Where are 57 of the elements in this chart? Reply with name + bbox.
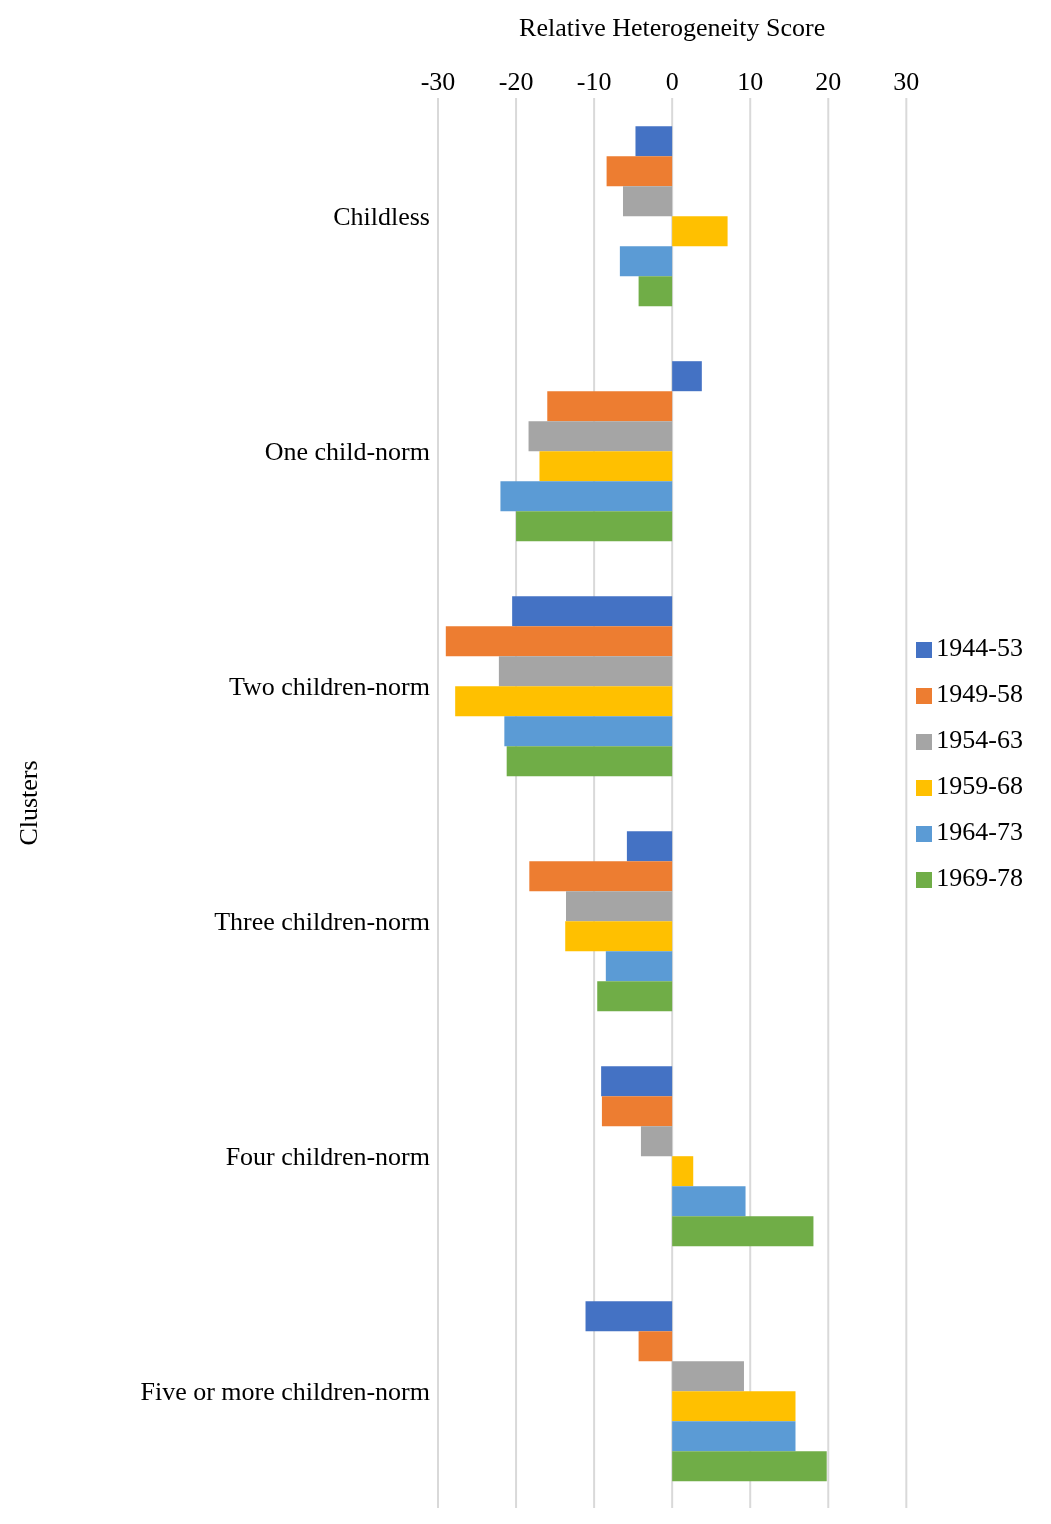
x-tick-label: 0 — [665, 67, 679, 96]
bar — [605, 951, 673, 982]
bar — [672, 361, 702, 392]
bar — [547, 391, 673, 422]
y-axis-title: Clusters — [14, 760, 44, 846]
bar — [539, 451, 673, 482]
y-tick-label: Two children-norm — [228, 671, 430, 701]
bar — [601, 1096, 673, 1127]
bar — [455, 686, 673, 717]
bar — [585, 1301, 673, 1332]
bar — [672, 216, 728, 247]
bar — [516, 511, 673, 542]
legend-label: 1964-73 — [936, 817, 1023, 846]
bar — [672, 1421, 796, 1452]
bar — [672, 1451, 827, 1482]
bar — [498, 656, 673, 687]
legend-label: 1949-58 — [936, 679, 1023, 708]
bar — [597, 981, 673, 1012]
bar — [528, 421, 673, 452]
bar — [672, 1216, 814, 1247]
y-tick-label: Four children-norm — [225, 1141, 430, 1171]
bar — [672, 1361, 744, 1392]
bar — [512, 596, 673, 627]
bar — [601, 1066, 673, 1097]
bar — [638, 1331, 673, 1362]
x-tick-label: -10 — [576, 67, 612, 96]
bar — [506, 746, 673, 777]
y-tick-label: Childless — [333, 201, 430, 231]
bar — [504, 716, 673, 747]
x-tick-label: 20 — [815, 67, 842, 96]
legend-label: 1944-53 — [936, 633, 1023, 662]
legend-label: 1969-78 — [936, 863, 1023, 892]
bar — [626, 831, 673, 862]
bar — [672, 1156, 694, 1187]
legend-label: 1959-68 — [936, 771, 1023, 800]
bar — [635, 126, 673, 157]
legend-label: 1954-63 — [936, 725, 1023, 754]
bar — [566, 891, 673, 922]
y-tick-label: Five or more children-norm — [140, 1376, 430, 1406]
y-tick-label: One child-norm — [264, 436, 430, 466]
x-tick-label: 30 — [893, 67, 920, 96]
bar — [672, 1186, 746, 1217]
bar — [638, 276, 673, 307]
x-axis-title: Relative Heterogeneity Score — [519, 13, 826, 43]
bar — [622, 186, 673, 217]
bar — [529, 861, 673, 892]
y-tick-label: Three children-norm — [214, 906, 430, 936]
bar — [445, 626, 673, 657]
x-tick-label: -30 — [420, 67, 456, 96]
bar — [640, 1126, 673, 1157]
bar — [500, 481, 673, 512]
x-tick-label: 10 — [737, 67, 764, 96]
bar — [619, 246, 673, 277]
bar — [606, 156, 673, 187]
bar — [565, 921, 673, 952]
bar — [672, 1391, 796, 1422]
x-tick-label: -20 — [498, 67, 534, 96]
